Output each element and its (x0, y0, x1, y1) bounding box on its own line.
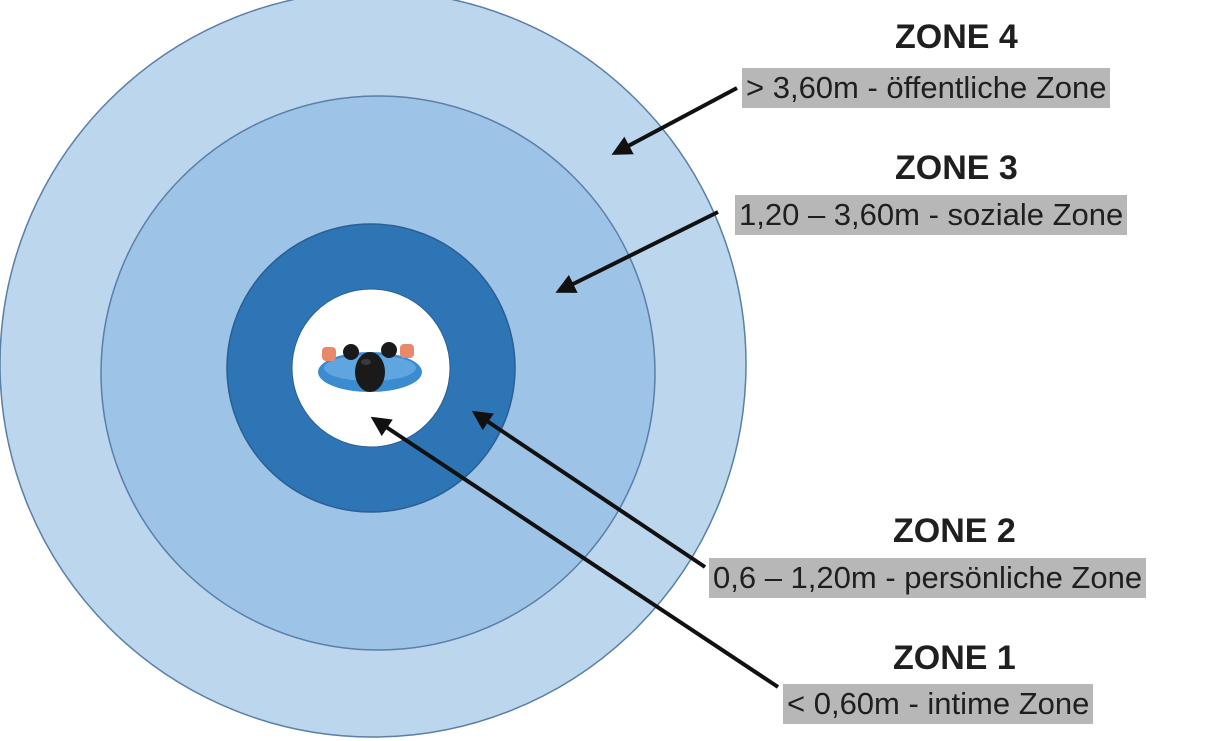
zone4-arrow (611, 86, 738, 155)
zone1-description: < 0,60m - intime Zone (783, 684, 1094, 724)
zone3-arrow (555, 210, 719, 293)
zone1-title: ZONE 1 (893, 639, 1016, 677)
person-top-view-icon (318, 342, 422, 392)
zone2-description: 0,6 – 1,20m - persönliche Zone (709, 558, 1147, 598)
zone2-title: ZONE 2 (893, 512, 1016, 550)
zone4-title: ZONE 4 (895, 18, 1018, 56)
zone3-description: 1,20 – 3,60m - soziale Zone (735, 195, 1128, 235)
zone1-arrow (370, 416, 780, 689)
zone4-description: > 3,60m - öffentliche Zone (742, 68, 1111, 108)
zone3-title: ZONE 3 (895, 149, 1018, 187)
zone2-arrow (471, 410, 707, 569)
